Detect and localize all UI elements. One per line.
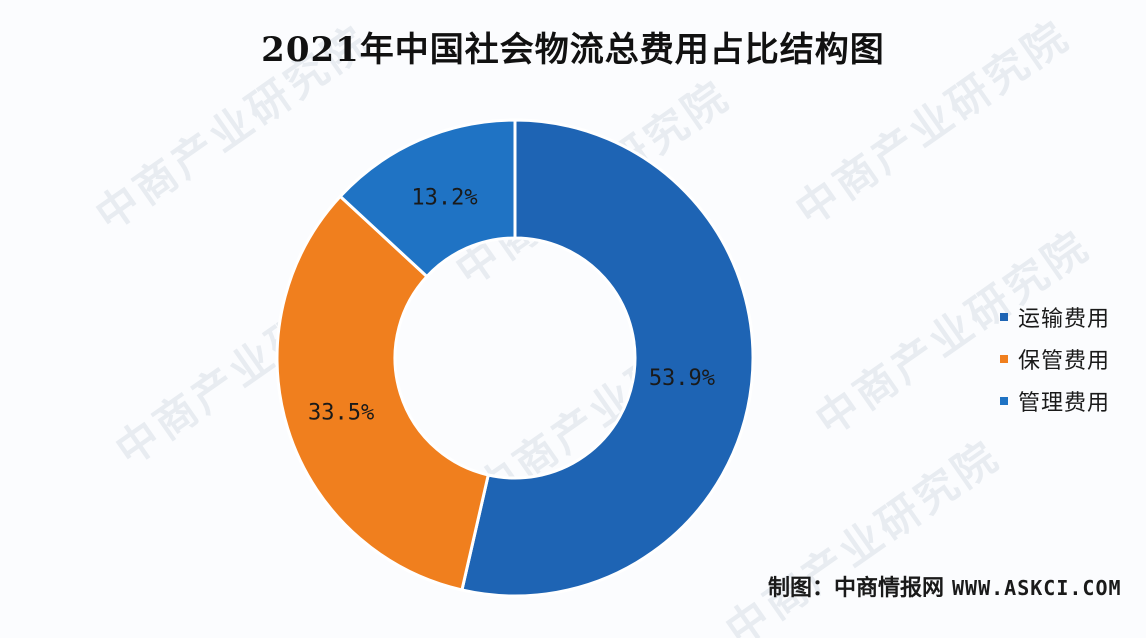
- slice-value-label: 53.9%: [649, 366, 715, 391]
- source-site: WWW.ASKCI.COM: [952, 576, 1122, 600]
- chart-title: 2021年中国社会物流总费用占比结构图: [261, 30, 885, 70]
- legend-item-transport: 运输费用: [1000, 296, 1110, 338]
- slice-value-label: 33.5%: [308, 401, 374, 426]
- legend-item-storage: 保管费用: [1000, 338, 1110, 380]
- legend-label: 保管费用: [1018, 349, 1111, 374]
- legend-item-management: 管理费用: [1000, 380, 1110, 422]
- donut-slice-3: [338, 118, 517, 279]
- slice-value-label: 13.2%: [411, 186, 477, 211]
- source-credit: 制图：中商情报网 WWW.ASKCI.COM: [768, 570, 1122, 602]
- legend-swatch: [1000, 313, 1008, 321]
- donut-slice-2: [275, 194, 491, 592]
- legend-swatch: [1000, 397, 1008, 405]
- donut-slice-1: [460, 118, 755, 598]
- chart-legend: 运输费用 保管费用 管理费用: [1000, 296, 1110, 422]
- legend-label: 运输费用: [1018, 307, 1111, 332]
- legend-swatch: [1000, 355, 1008, 363]
- legend-label: 管理费用: [1018, 391, 1111, 416]
- source-label: 制图：中商情报网: [768, 576, 945, 601]
